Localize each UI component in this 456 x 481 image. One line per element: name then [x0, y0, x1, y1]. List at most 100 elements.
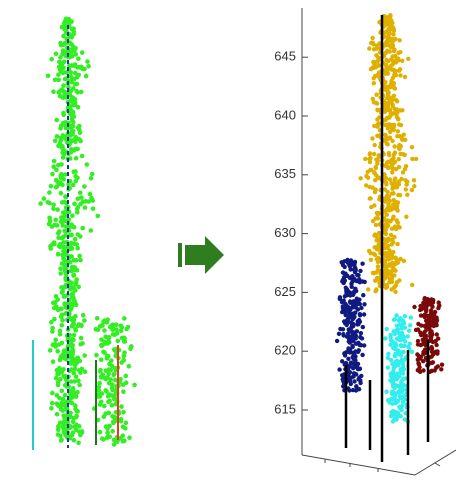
point — [396, 51, 400, 55]
point — [437, 303, 441, 307]
point — [115, 331, 120, 336]
point — [341, 332, 345, 336]
point — [416, 358, 420, 362]
point — [416, 368, 420, 372]
point — [376, 238, 380, 242]
point — [60, 261, 65, 266]
point — [73, 46, 78, 51]
point — [384, 62, 388, 66]
point — [395, 218, 399, 222]
point — [74, 414, 79, 419]
point — [109, 358, 114, 363]
point — [344, 313, 348, 317]
point — [346, 336, 350, 340]
point — [407, 329, 411, 333]
point — [383, 254, 387, 258]
point — [408, 342, 412, 346]
point — [416, 322, 420, 326]
point — [397, 278, 401, 282]
point — [360, 279, 364, 283]
point — [405, 193, 409, 197]
point — [392, 202, 396, 206]
point — [54, 185, 59, 190]
point — [436, 336, 440, 340]
point — [42, 196, 47, 201]
point — [60, 323, 65, 328]
point — [386, 398, 390, 402]
point — [55, 297, 60, 302]
point — [69, 357, 74, 362]
point — [38, 201, 43, 206]
point — [73, 103, 78, 108]
point — [397, 38, 401, 42]
point — [358, 335, 362, 339]
point — [59, 285, 64, 290]
point — [61, 155, 66, 160]
point — [56, 252, 61, 257]
point — [76, 232, 81, 237]
z-ticks: 615620625630635640645 — [274, 49, 308, 417]
input-point-cloud — [33, 17, 137, 451]
point — [61, 367, 66, 372]
point — [394, 111, 398, 115]
point — [99, 323, 104, 328]
point — [403, 417, 407, 421]
point — [96, 328, 101, 333]
point — [58, 245, 63, 250]
point — [348, 299, 352, 303]
point — [72, 299, 77, 304]
point — [388, 199, 392, 203]
point — [418, 308, 422, 312]
point — [61, 83, 66, 88]
point — [410, 350, 414, 354]
point — [391, 54, 395, 58]
point — [58, 377, 63, 382]
x-axis — [302, 455, 415, 475]
point — [360, 353, 364, 357]
point — [129, 344, 134, 349]
point — [107, 435, 112, 440]
point — [368, 160, 372, 164]
point — [396, 129, 400, 133]
arrow — [178, 236, 224, 274]
point — [111, 326, 116, 331]
point — [407, 346, 411, 350]
point — [402, 358, 406, 362]
point — [393, 37, 397, 41]
arrow-bar — [178, 243, 182, 267]
point — [99, 400, 104, 405]
point — [102, 342, 107, 347]
point — [348, 379, 352, 383]
point — [393, 383, 397, 387]
point — [423, 335, 427, 339]
point — [374, 223, 378, 227]
point — [76, 125, 81, 130]
point — [105, 375, 110, 380]
point — [73, 71, 78, 76]
point — [372, 271, 376, 275]
point — [58, 329, 63, 334]
point — [51, 359, 56, 364]
point — [78, 190, 83, 195]
point — [373, 253, 377, 257]
point — [372, 47, 376, 51]
point — [82, 184, 87, 189]
point — [385, 238, 389, 242]
point — [352, 372, 356, 376]
point — [69, 147, 74, 152]
point — [371, 219, 375, 223]
point — [393, 290, 397, 294]
point — [398, 406, 402, 410]
point — [371, 65, 375, 69]
point — [54, 118, 59, 123]
point — [389, 252, 393, 256]
point — [59, 172, 64, 177]
point — [102, 350, 107, 355]
point — [388, 177, 392, 181]
point — [359, 331, 363, 335]
point — [71, 95, 76, 100]
point — [56, 73, 61, 78]
point — [385, 285, 389, 289]
point — [374, 173, 378, 177]
point — [59, 162, 64, 167]
